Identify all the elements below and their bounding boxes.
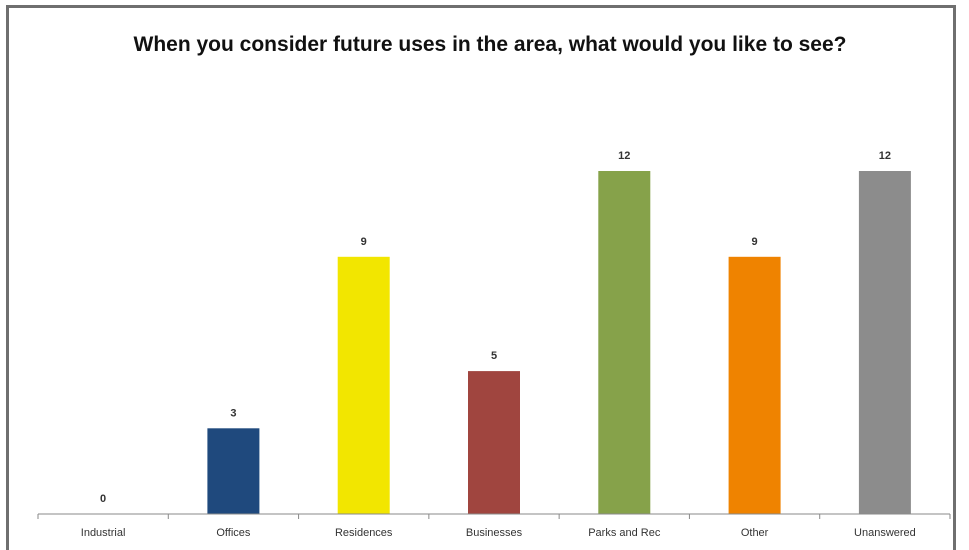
data-label-businesses: 5 [491,350,497,362]
data-label-industrial: 0 [100,493,106,505]
labels-group: 0 Industrial 3 Offices 9 Residences 5 Businesse… [81,150,916,539]
tick-marks-group [37,514,951,519]
x-tick-label-other: Other [741,527,769,539]
bar-other [728,256,781,515]
data-label-offices: 3 [230,407,236,419]
x-tick-label-industrial: Industrial [81,527,126,539]
x-tick-label-offices: Offices [216,527,251,539]
x-tick-label-residences: Residences [335,527,393,539]
x-tick-label-businesses: Businesses [466,527,523,539]
x-tick-label-unanswered: Unanswered [854,527,916,539]
data-label-parks-and-rec: 12 [618,150,630,162]
data-label-unanswered: 12 [879,150,891,162]
x-tick-label-parks-and-rec: Parks and Rec [588,527,661,539]
data-label-residences: 9 [361,236,367,248]
bar-offices [207,428,260,515]
chart-title: When you consider future uses in the are… [133,33,847,56]
bar-businesses [468,371,520,514]
bar-parks-and-rec [598,171,651,514]
bar-residences [337,256,390,515]
bar-unanswered [858,171,911,514]
bars-group [207,171,911,515]
data-label-other: 9 [752,236,758,248]
